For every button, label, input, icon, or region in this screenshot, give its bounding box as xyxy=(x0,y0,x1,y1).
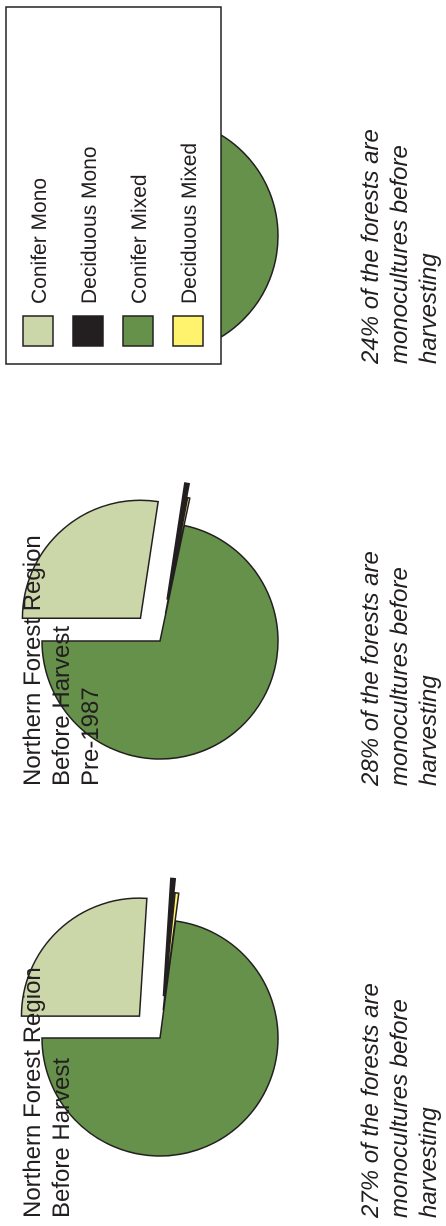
pie-title-line: Northern Forest Region xyxy=(19,535,46,786)
pie-note-line: harvesting xyxy=(415,253,442,364)
pie-note: 28% of the forests aremonocultures befor… xyxy=(357,551,442,787)
pie-note: 24% of the forests aremonocultures befor… xyxy=(357,129,442,365)
legend-label-conifer-mixed: Conifer Mixed xyxy=(128,174,151,304)
pie-title: Northern Forest RegionBefore Harvest xyxy=(19,967,75,1218)
pie-chart-2: Northern Forest RegionBefore HarvestPre-… xyxy=(19,482,442,787)
pie-note-line: harvesting xyxy=(415,1107,442,1218)
legend-box xyxy=(5,6,222,365)
pie-slice-deciduous-mono xyxy=(166,482,191,600)
pie-slice-conifer-mixed xyxy=(41,920,279,1157)
pie-title-line: Before Harvest xyxy=(48,626,75,786)
pie-slice-conifer-mixed xyxy=(41,524,279,760)
legend-swatch-deciduous-mono xyxy=(72,315,104,347)
pie-note-line: 27% of the forests are xyxy=(357,983,384,1219)
pie-title-line: Before Harvest xyxy=(48,1058,75,1218)
legend-label-deciduous-mono: Deciduous Mono xyxy=(78,146,101,304)
pie-slice-conifer-mono xyxy=(21,499,160,619)
pie-note-line: monocultures before xyxy=(386,567,413,786)
pie-note-line: 24% of the forests are xyxy=(357,129,384,365)
pie-slice-deciduous-mono xyxy=(162,877,177,997)
pie-title-line: Northern Forest Region xyxy=(19,967,46,1218)
legend: Conifer Mono Deciduous Mono Conifer Mixed D… xyxy=(5,6,222,365)
legend-label-deciduous-mixed: Deciduous Mixed xyxy=(178,143,201,304)
legend-swatch-deciduous-mixed xyxy=(172,315,204,347)
pie-note-line: harvesting xyxy=(415,675,442,786)
legend-label-conifer-mono: Conifer Mono xyxy=(28,178,51,304)
pie-chart-1: Northern Forest RegionBefore Harvest 27% … xyxy=(19,877,442,1219)
pie-title: Northern Forest RegionBefore HarvestPre-… xyxy=(19,535,104,786)
pie-note-line: monocultures before xyxy=(386,145,413,364)
pie-slice-conifer-mono xyxy=(20,897,148,1017)
legend-swatch-conifer-mono xyxy=(22,315,54,347)
pie-note-line: monocultures before xyxy=(386,999,413,1218)
pie-note-line: 28% of the forests are xyxy=(357,551,384,787)
legend-swatch-conifer-mixed xyxy=(122,315,154,347)
pie-title-line: Pre-1987 xyxy=(77,687,104,786)
pie-note: 27% of the forests aremonocultures befor… xyxy=(357,983,442,1219)
